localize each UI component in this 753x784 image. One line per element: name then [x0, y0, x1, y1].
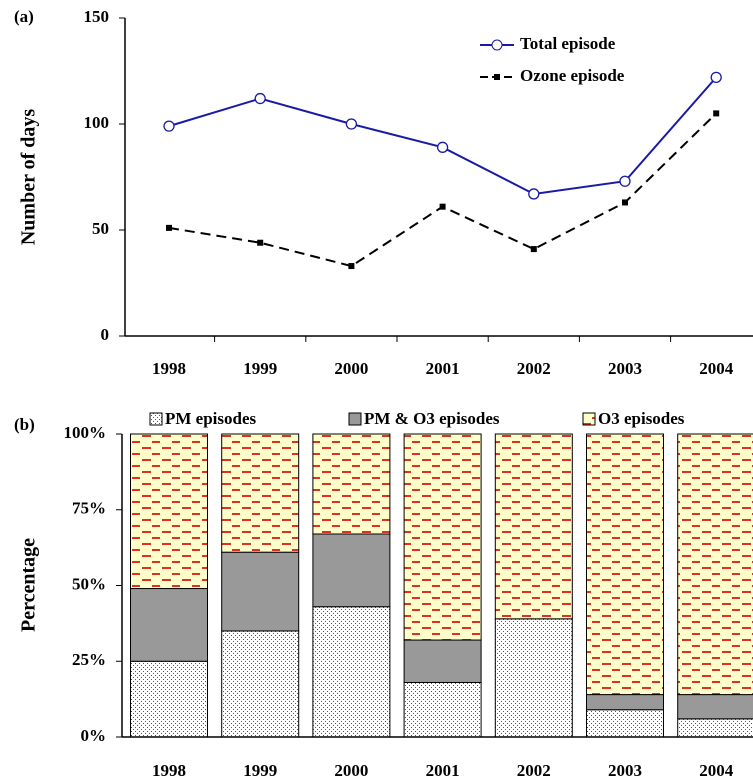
- bar-segment: [494, 618, 573, 738]
- legend-marker: [491, 39, 503, 51]
- x-tick-label: 2003: [608, 359, 642, 378]
- point: [710, 71, 722, 84]
- x-tick-label: 1999: [243, 761, 277, 780]
- point: [348, 263, 355, 270]
- bar-segment: [586, 433, 664, 696]
- y-tick-label: 0%: [81, 726, 107, 745]
- bar-segment: [130, 588, 208, 662]
- y-tick-label: 0: [101, 325, 110, 344]
- bar-segment: [312, 606, 391, 738]
- x-tick-label: 1998: [152, 761, 186, 780]
- legend-label: Total episode: [520, 34, 616, 53]
- panel-label: (a): [14, 7, 34, 26]
- y-tick-label: 150: [84, 7, 110, 26]
- x-tick-label: 2004: [699, 359, 734, 378]
- bar-segment: [677, 694, 753, 720]
- point: [530, 246, 537, 253]
- legend-swatch: [149, 412, 163, 426]
- series-line: [168, 112, 717, 268]
- series-line: [168, 76, 717, 195]
- bar-segment: [130, 660, 208, 738]
- x-tick-label: 2001: [426, 761, 460, 780]
- y-axis-label: Number of days: [18, 109, 40, 246]
- point: [436, 141, 449, 153]
- legend-label: Ozone episode: [520, 66, 625, 85]
- bar-segment: [586, 694, 664, 711]
- point: [528, 188, 540, 200]
- x-tick-label: 1998: [152, 359, 186, 378]
- x-tick-label: 2003: [608, 761, 642, 780]
- point: [166, 224, 172, 231]
- legend-label: PM & O3 episodes: [364, 409, 500, 428]
- point: [257, 239, 264, 246]
- point: [622, 199, 628, 206]
- y-axis-label: Percentage: [18, 538, 40, 632]
- bar-segment: [403, 681, 482, 738]
- bar-segment: [494, 433, 573, 620]
- y-tick-label: 100%: [64, 423, 107, 442]
- bar-segment: [403, 639, 482, 683]
- bar-segment: [403, 433, 482, 641]
- x-tick-label: 2000: [334, 761, 368, 780]
- bar-segment: [221, 551, 300, 632]
- x-tick-label: 2002: [517, 359, 551, 378]
- x-tick-label: 2001: [426, 359, 460, 378]
- point: [619, 175, 631, 187]
- point: [254, 92, 266, 105]
- point: [439, 203, 446, 210]
- legend-label: PM episodes: [165, 409, 257, 428]
- bar-segment: [312, 433, 391, 535]
- bar-segment: [130, 433, 208, 590]
- point: [713, 110, 720, 117]
- y-tick-label: 50%: [72, 574, 106, 593]
- bar-segment: [677, 718, 753, 738]
- panel-label: (b): [14, 415, 35, 434]
- bar-segment: [586, 709, 664, 738]
- bar-segment: [221, 630, 300, 738]
- x-tick-label: 2000: [334, 359, 368, 378]
- y-tick-label: 100: [84, 113, 110, 132]
- y-tick-label: 50: [92, 219, 109, 238]
- x-tick-label: 1999: [243, 359, 277, 378]
- bar-segment: [221, 433, 300, 553]
- legend-marker: [494, 74, 500, 80]
- legend-swatch: [582, 412, 596, 426]
- point: [345, 118, 358, 130]
- y-tick-label: 75%: [72, 499, 106, 518]
- legend-label: O3 episodes: [598, 409, 685, 428]
- x-tick-label: 2002: [517, 761, 551, 780]
- bar-segment: [677, 433, 753, 696]
- legend-swatch: [348, 412, 362, 426]
- x-tick-label: 2004: [699, 761, 734, 780]
- bar-segment: [312, 533, 391, 608]
- y-tick-label: 25%: [72, 650, 106, 669]
- point: [163, 120, 175, 132]
